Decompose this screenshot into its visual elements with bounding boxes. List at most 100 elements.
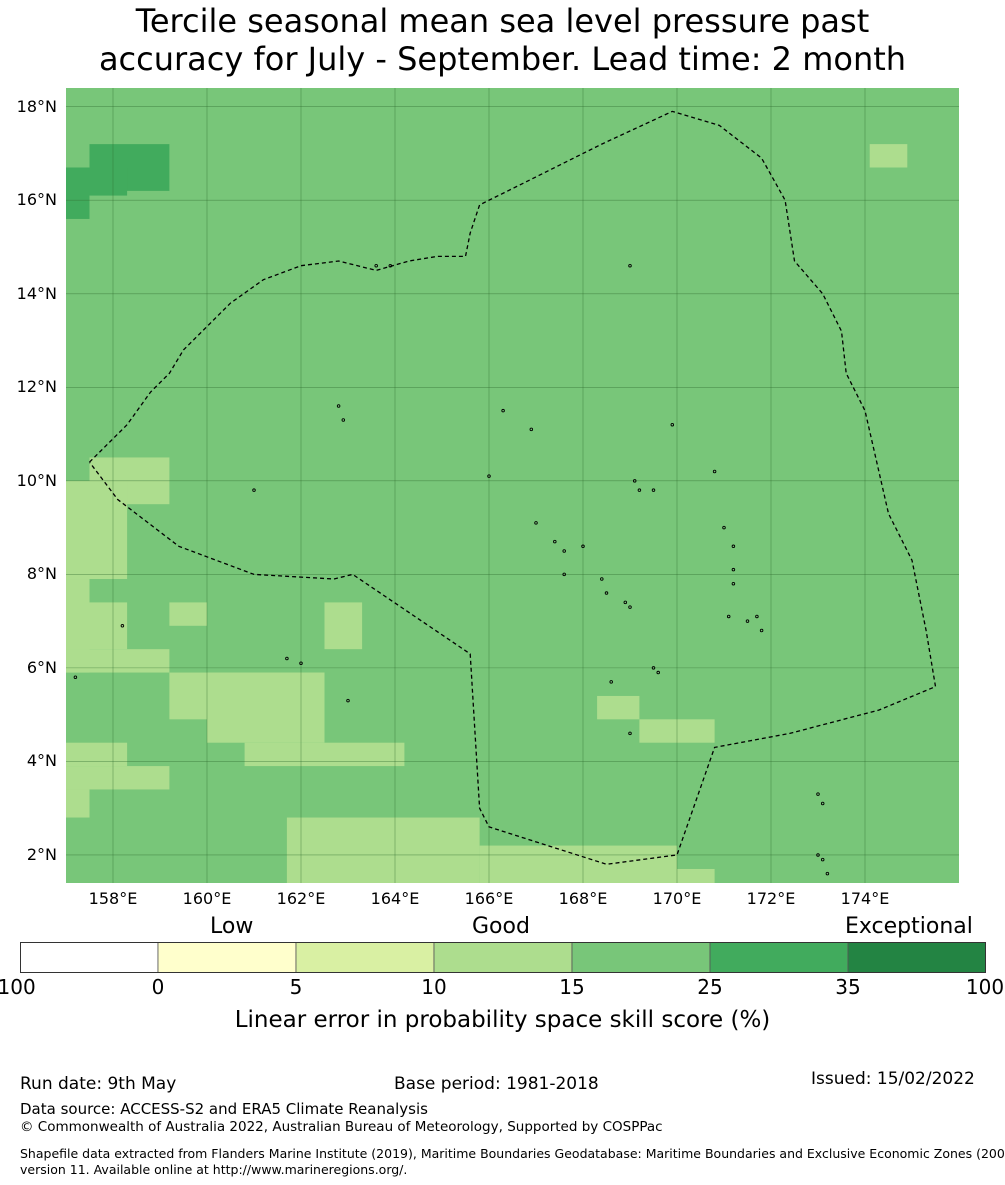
map-panel: [66, 88, 959, 883]
colorbar-segment: [847, 942, 986, 973]
longitude-label: 170°E: [652, 889, 702, 908]
longitude-label: 168°E: [558, 889, 608, 908]
colorbar: [20, 942, 986, 973]
island: [632, 479, 637, 483]
colorbar-tick-label: 35: [835, 975, 861, 999]
island: [745, 619, 750, 623]
island: [628, 731, 632, 736]
island: [252, 488, 256, 492]
island: [501, 408, 505, 413]
colorbar-label: Linear error in probability space skill …: [234, 1007, 771, 1033]
colorbar-tick-label: -100: [0, 975, 36, 999]
latitude-label: 16°N: [16, 190, 57, 210]
skill-cell: [597, 695, 640, 720]
colorbar-segment: [20, 942, 159, 973]
island: [562, 549, 566, 553]
island: [656, 670, 660, 675]
skill-cell: [66, 480, 128, 580]
skill-map: [66, 88, 959, 883]
island: [731, 567, 736, 572]
issued-date: Issued: 15/02/2022: [811, 1069, 975, 1089]
colorbar-tick-label: 0: [151, 975, 165, 999]
colorbar-tick-label: 15: [559, 975, 585, 999]
island: [651, 666, 656, 670]
skill-cell: [66, 602, 128, 650]
skill-cell: [66, 766, 170, 790]
longitude-label: 162°E: [276, 889, 326, 908]
island: [341, 418, 346, 422]
latitude-label: 14°N: [16, 283, 57, 303]
category-low: Low: [210, 914, 254, 939]
colorbar-segment: [709, 942, 849, 973]
eez-boundary: [88, 110, 937, 865]
island: [600, 577, 604, 581]
longitude-label: 172°E: [746, 889, 796, 908]
island: [637, 488, 642, 492]
skill-cell: [479, 845, 677, 883]
skill-cell: [677, 868, 715, 883]
latitude-label: 4°N: [26, 751, 57, 771]
run-date: Run date: 9th May: [20, 1074, 177, 1094]
colorbar-segment: [433, 942, 573, 973]
latitude-label: 12°N: [16, 377, 57, 397]
island: [820, 857, 825, 862]
colorbar-tick-label: 10: [421, 975, 447, 999]
island: [722, 525, 726, 530]
colorbar-segment: [295, 942, 435, 973]
island: [609, 680, 613, 684]
island: [816, 853, 820, 857]
colorbar-segment: [571, 942, 711, 973]
island: [670, 422, 675, 427]
skill-background: [66, 88, 959, 883]
map-title: Tercile seasonal mean sea level pressure…: [0, 2, 1005, 78]
category-good: Good: [472, 914, 530, 939]
colorbar-frame: [20, 942, 986, 973]
island: [731, 581, 736, 586]
island: [346, 698, 350, 703]
island: [336, 404, 341, 408]
shapefile-credit-line-1: Shapefile data extracted from Flanders M…: [20, 1146, 1005, 1161]
island: [825, 871, 830, 876]
island: [73, 675, 78, 679]
island: [529, 427, 534, 432]
island: [285, 656, 289, 661]
island: [731, 544, 736, 549]
longitude-label: 158°E: [88, 889, 138, 908]
island: [712, 469, 717, 474]
title-line-2: accuracy for July - September. Lead time…: [98, 40, 907, 78]
longitude-label: 160°E: [182, 889, 232, 908]
shapefile-credit-line-2: version 11. Available online at http://w…: [20, 1162, 408, 1177]
latitude-label: 18°N: [16, 96, 57, 116]
title-line-1: Tercile seasonal mean sea level pressure…: [135, 2, 870, 40]
island: [562, 572, 566, 577]
skill-cell: [66, 742, 128, 767]
island: [553, 539, 557, 544]
island: [388, 263, 393, 268]
skill-cell: [244, 742, 405, 767]
latitude-label: 2°N: [26, 844, 57, 864]
longitude-label: 174°E: [840, 889, 890, 908]
latitude-label: 8°N: [26, 564, 57, 584]
island: [759, 628, 764, 633]
island: [534, 521, 538, 525]
island: [726, 614, 731, 619]
colorbar-tick-label: 5: [289, 975, 303, 999]
island: [628, 605, 632, 609]
skill-cell: [66, 789, 90, 818]
skill-cell: [207, 672, 325, 743]
island: [120, 624, 125, 628]
skill-cell: [286, 817, 480, 883]
island: [628, 263, 632, 268]
island: [623, 600, 628, 605]
skill-cell: [324, 602, 363, 650]
colorbar-tick-label: 25: [697, 975, 723, 999]
island: [374, 263, 378, 268]
island: [604, 591, 609, 595]
longitude-label: 164°E: [370, 889, 420, 908]
latitude-label: 6°N: [26, 657, 57, 677]
base-period: Base period: 1981-2018: [394, 1074, 599, 1094]
colorbar-segment: [157, 942, 297, 973]
colorbar-tick-label: 100: [965, 975, 1005, 999]
latitude-label: 10°N: [16, 470, 57, 490]
island: [816, 792, 820, 796]
